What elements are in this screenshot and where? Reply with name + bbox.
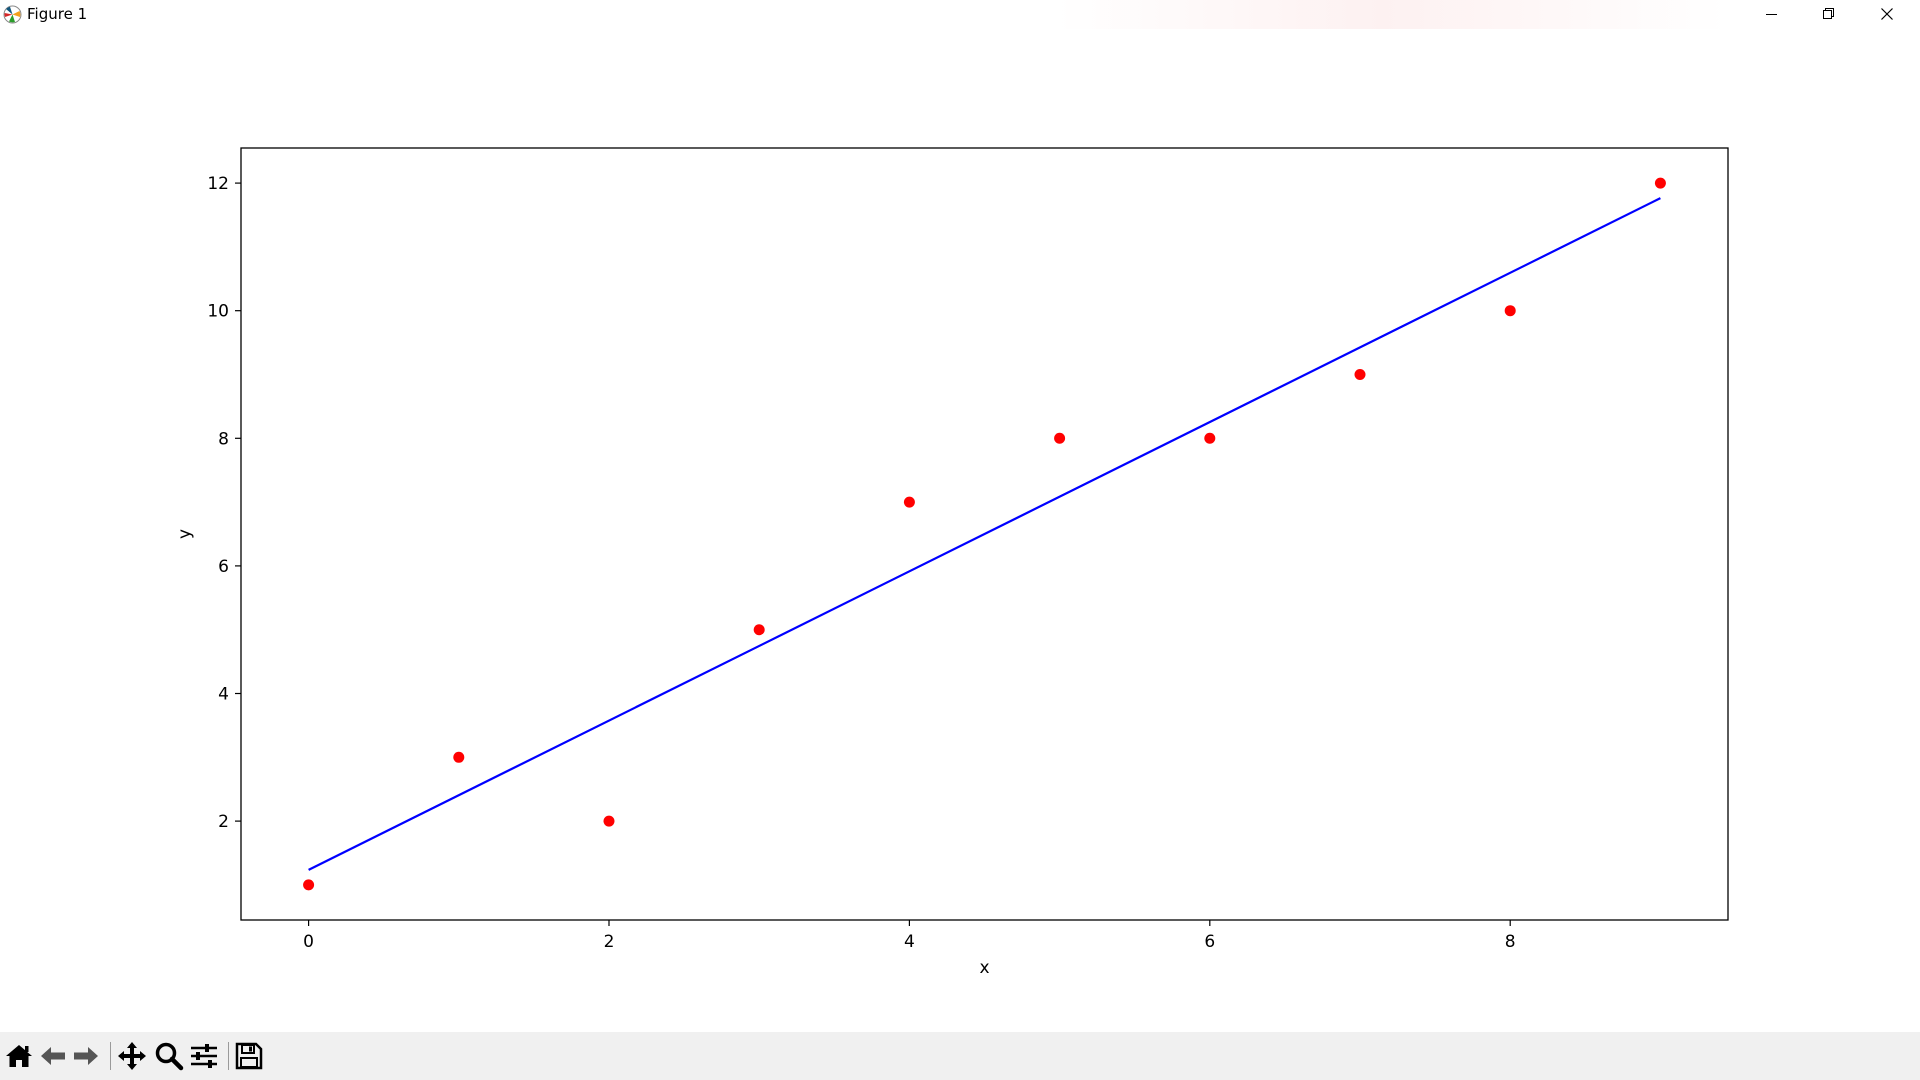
navigation-toolbar (0, 1032, 1920, 1080)
minimize-icon (1766, 14, 1777, 15)
pan-button[interactable] (116, 1040, 148, 1072)
restore-icon (1823, 8, 1834, 19)
x-tick-label: 4 (904, 932, 915, 952)
data-point (1054, 432, 1066, 444)
y-tick-label: 4 (218, 685, 229, 705)
y-tick-label: 8 (218, 429, 229, 449)
data-point (753, 624, 765, 636)
forward-button[interactable] (70, 1040, 102, 1072)
y-tick-label: 12 (207, 174, 229, 194)
zoom-button[interactable] (153, 1040, 185, 1072)
data-point (1204, 432, 1216, 444)
arrow-right-icon (74, 1047, 98, 1065)
x-tick-label: 0 (303, 932, 314, 952)
toolbar-separator (228, 1042, 229, 1070)
data-point (1354, 368, 1366, 380)
back-button[interactable] (37, 1040, 69, 1072)
y-tick-label: 10 (207, 302, 229, 322)
close-button[interactable] (1858, 0, 1916, 29)
matplotlib-app-icon (3, 5, 22, 24)
data-point (303, 879, 315, 891)
close-icon (1881, 8, 1893, 20)
data-point (453, 751, 465, 763)
save-button[interactable] (233, 1040, 265, 1072)
y-axis-ticks: 2 4 6 8 10 12 (207, 174, 241, 832)
plot-area[interactable]: 0 2 4 6 8 2 4 6 8 10 12 x y (0, 29, 1920, 1032)
move-icon (118, 1042, 146, 1070)
x-tick-label: 2 (604, 932, 615, 952)
title-bar[interactable]: Figure 1 (0, 0, 1920, 29)
y-tick-label: 2 (218, 812, 229, 832)
toolbar-separator (110, 1042, 111, 1070)
x-tick-label: 8 (1505, 932, 1516, 952)
sliders-icon (191, 1044, 217, 1068)
magnifier-icon (155, 1042, 184, 1071)
data-point (1504, 305, 1516, 317)
arrow-left-icon (41, 1047, 65, 1065)
configure-subplots-button[interactable] (188, 1040, 220, 1072)
home-button[interactable] (3, 1040, 35, 1072)
window-title: Figure 1 (27, 5, 88, 23)
figure-canvas[interactable]: 0 2 4 6 8 2 4 6 8 10 12 x y (0, 29, 1920, 1032)
data-point (1654, 177, 1666, 189)
data-series (303, 177, 1666, 891)
minimize-button[interactable] (1742, 0, 1800, 29)
data-point (903, 496, 915, 508)
y-tick-label: 6 (218, 557, 229, 577)
fit-line (308, 197, 1661, 871)
data-point (603, 815, 615, 827)
x-axis-ticks: 0 2 4 6 8 (303, 920, 1516, 952)
x-tick-label: 6 (1204, 932, 1215, 952)
y-axis-label: y (175, 529, 195, 539)
home-icon (6, 1045, 32, 1067)
restore-button[interactable] (1800, 0, 1858, 29)
x-axis-label: x (979, 958, 989, 978)
floppy-disk-icon (235, 1042, 263, 1070)
